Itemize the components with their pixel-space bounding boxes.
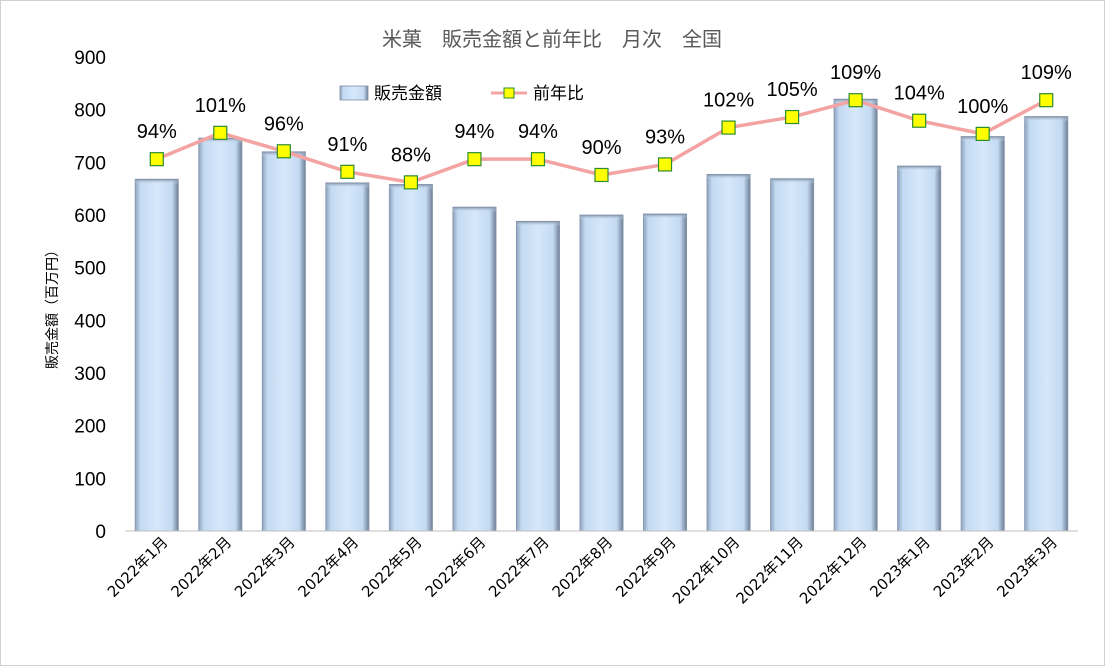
legend-label-bar: 販売金額 <box>374 84 442 104</box>
yoy-marker <box>784 109 800 125</box>
yoy-marker <box>848 93 863 108</box>
bar <box>897 165 942 532</box>
yoy-data-label: 96% <box>264 113 304 135</box>
bar <box>579 214 624 532</box>
y-tick-label: 300 <box>74 364 106 385</box>
bar-top-shade <box>135 179 179 185</box>
x-tick-label: 2022年12月 <box>796 533 870 607</box>
yoy-data-label: 94% <box>137 121 177 143</box>
x-tick-label: 2022年11月 <box>732 533 806 607</box>
bar-series <box>134 98 1069 532</box>
yoy-data-label: 109% <box>830 62 881 84</box>
bar-top-shade <box>770 178 814 184</box>
x-tick-label: 2022年10月 <box>669 533 743 607</box>
x-tick-label: 2022年7月 <box>485 533 553 601</box>
bar <box>261 151 306 532</box>
y-tick-label: 600 <box>74 206 106 227</box>
bar <box>833 98 878 532</box>
legend-swatch-marker <box>503 87 515 99</box>
bar-top-shade <box>643 213 687 219</box>
y-tick-label: 400 <box>74 311 106 332</box>
x-tick-label: 2022年3月 <box>231 533 299 601</box>
yoy-marker <box>276 144 291 159</box>
yoy-marker <box>403 175 418 190</box>
legend: 販売金額 前年比 <box>339 84 584 104</box>
x-tick-label: 2022年2月 <box>167 533 235 601</box>
y-tick-label: 900 <box>74 48 106 69</box>
yoy-data-label: 104% <box>894 83 945 105</box>
bar <box>706 174 751 532</box>
yoy-marker <box>213 125 228 140</box>
bar <box>1024 116 1069 532</box>
legend-swatch-bar <box>339 85 369 101</box>
x-tick-label: 2022年1月 <box>104 533 172 601</box>
yoy-data-label: 102% <box>703 90 754 112</box>
x-tick-label: 2022年5月 <box>358 533 426 601</box>
bar <box>515 220 560 532</box>
chart-title: 米菓 販売金額と前年比 月次 全国 <box>382 27 722 51</box>
y-axis-label: 販売金額（百万円） <box>45 243 61 369</box>
yoy-data-label: 91% <box>327 134 367 156</box>
yoy-data-label: 90% <box>581 137 621 159</box>
yoy-data-label: 93% <box>645 126 685 148</box>
bar-top-shade <box>516 221 560 227</box>
bar <box>770 178 815 532</box>
yoy-marker <box>530 152 546 167</box>
y-tick-label: 700 <box>74 153 106 174</box>
yoy-data-label: 105% <box>767 79 818 101</box>
x-tick-label: 2022年4月 <box>295 533 363 601</box>
yoy-data-label: 100% <box>957 96 1008 118</box>
yoy-data-labels: 94% 101% 96% 91% 88% 94% 94% 90% 93% 102% 105% 109%… <box>137 62 1072 166</box>
bar-top-shade <box>452 207 497 213</box>
bar-top-shade <box>897 166 941 172</box>
bar <box>452 206 497 532</box>
bar-top-shade <box>1024 116 1068 122</box>
yoy-marker <box>149 152 164 167</box>
yoy-marker <box>340 164 355 179</box>
bar <box>388 184 433 532</box>
bar <box>325 182 370 532</box>
x-tick-label: 2023年1月 <box>866 533 934 601</box>
bar-top-shade <box>579 215 624 220</box>
yoy-line-series <box>149 93 1054 190</box>
bar <box>643 213 688 532</box>
yoy-data-label: 101% <box>195 95 246 117</box>
x-tick-label: 2023年2月 <box>930 533 998 601</box>
yoy-marker <box>1039 93 1054 108</box>
x-tick-label: 2022年6月 <box>422 533 490 601</box>
y-tick-label: 800 <box>74 101 106 122</box>
bar <box>198 137 243 532</box>
yoy-marker <box>594 167 609 183</box>
y-tick-label: 0 <box>95 522 106 543</box>
yoy-data-label: 94% <box>518 121 558 143</box>
y-axis-ticks: 0 100 200 300 400 500 600 700 800 900 <box>74 48 106 543</box>
bar-top-shade <box>325 182 369 188</box>
y-tick-label: 100 <box>74 469 106 490</box>
legend-label-line: 前年比 <box>533 84 584 104</box>
y-tick-label: 500 <box>74 259 106 280</box>
yoy-data-label: 88% <box>391 144 431 166</box>
yoy-marker <box>912 113 927 128</box>
yoy-marker <box>657 157 673 172</box>
x-axis-ticks: 2022年1月2022年2月2022年3月2022年4月2022年5月2022年… <box>104 533 1061 607</box>
x-tick-label: 2022年8月 <box>549 533 617 601</box>
bar-top-shade <box>198 138 242 144</box>
bar-top-shade <box>706 174 751 180</box>
yoy-data-label: 94% <box>454 121 494 143</box>
yoy-data-label: 109% <box>1021 62 1072 84</box>
yoy-marker <box>975 126 990 141</box>
bar <box>134 178 179 532</box>
yoy-marker <box>721 120 736 135</box>
x-tick-label: 2022年9月 <box>612 533 680 601</box>
yoy-marker <box>467 152 482 167</box>
x-tick-label: 2023年3月 <box>993 533 1061 601</box>
y-tick-label: 200 <box>74 417 106 438</box>
bar <box>960 136 1005 532</box>
